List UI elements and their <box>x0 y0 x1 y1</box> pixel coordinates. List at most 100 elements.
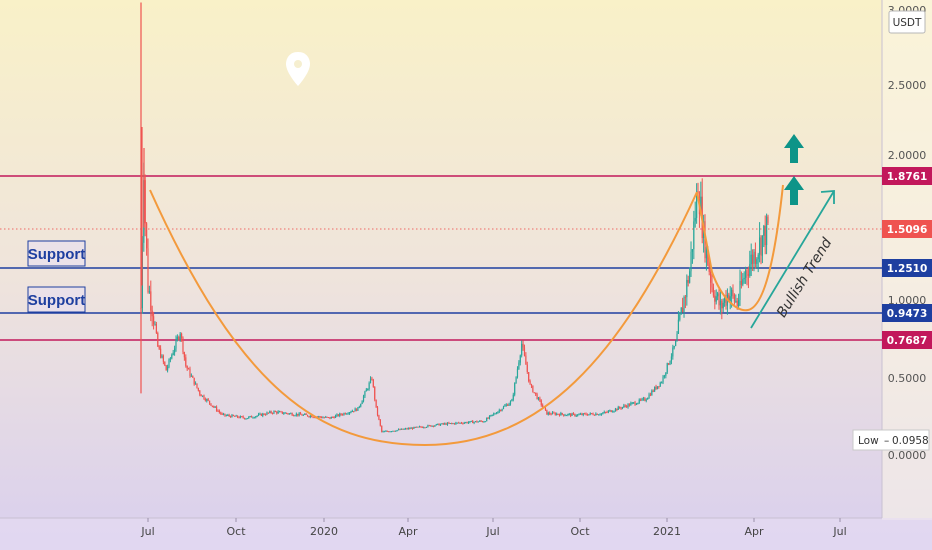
candle-body <box>176 336 178 340</box>
candle-body <box>700 196 702 215</box>
candle-body <box>500 410 502 412</box>
price-level-value: 1.5096 <box>887 224 928 236</box>
candle-body <box>480 420 482 422</box>
candle-body <box>280 411 282 413</box>
candle-body <box>242 416 244 418</box>
candle-body <box>641 398 643 401</box>
candle-body <box>564 415 566 417</box>
x-tick-label: Jul <box>485 525 499 538</box>
candle-body <box>533 392 535 394</box>
candle-body <box>732 289 734 295</box>
candle-body <box>227 414 229 416</box>
candle-body <box>234 415 236 417</box>
candle-body <box>463 422 465 424</box>
candle-body <box>556 413 558 415</box>
candle-body <box>473 421 475 424</box>
cup-curve <box>149 189 698 447</box>
candle-body <box>187 368 190 370</box>
candle-body <box>693 221 695 250</box>
candle-body <box>733 294 736 302</box>
candle-body <box>417 426 419 428</box>
candle-body <box>294 415 296 417</box>
candle-body <box>225 415 227 417</box>
candle-body <box>390 431 393 433</box>
candle-body <box>495 413 498 415</box>
candle-body <box>266 412 268 415</box>
candle-body <box>409 428 411 430</box>
candle-body <box>284 412 286 414</box>
candle-body <box>612 411 614 413</box>
candle-body <box>595 413 597 416</box>
candle-body <box>171 354 173 359</box>
candle-body <box>684 297 687 299</box>
candle-body <box>745 270 747 278</box>
candle-body <box>609 410 611 412</box>
handle-curve <box>696 184 784 312</box>
candle-body <box>606 412 608 414</box>
candle-body <box>490 414 492 416</box>
candle-body <box>172 352 174 355</box>
candle-body <box>147 248 149 292</box>
candle-body <box>161 355 163 358</box>
candle-body <box>508 403 510 406</box>
candle-body <box>432 425 435 427</box>
candle-body <box>620 407 622 409</box>
price-level-value: 0.9473 <box>887 308 928 320</box>
candle-body <box>220 412 222 414</box>
candle-body <box>162 355 164 362</box>
candle-body <box>144 180 146 224</box>
candle-body <box>547 412 549 415</box>
candle-body <box>665 372 667 376</box>
candle-body <box>336 414 338 416</box>
candle-body <box>353 410 355 412</box>
candle-body <box>449 423 451 425</box>
candle-body <box>318 416 320 418</box>
candle-body <box>458 422 460 424</box>
candle-body <box>553 412 555 414</box>
candle-body <box>406 428 408 430</box>
candle-body <box>445 423 447 425</box>
candle-body <box>575 415 577 417</box>
candle-body <box>630 403 632 406</box>
candle-body <box>658 386 660 388</box>
candle-body <box>470 420 472 422</box>
candle-body <box>354 408 356 412</box>
candle-body <box>766 216 768 246</box>
candle-body <box>364 391 366 397</box>
time-axis-panel <box>0 518 932 550</box>
candle-body <box>725 297 727 306</box>
candle-body <box>571 413 573 416</box>
candle-body <box>599 414 601 416</box>
candle-body <box>668 363 670 365</box>
candle-body <box>287 413 289 415</box>
candle-body <box>605 411 607 413</box>
candle-body <box>551 412 554 415</box>
candle-body <box>437 423 439 425</box>
support-label-1-text: Support <box>28 246 86 263</box>
candle-body <box>728 294 730 302</box>
time-axis: Jul Oct 2020 Apr Jul Oct 2021 Apr Jul <box>140 518 847 538</box>
candle-body <box>423 427 425 429</box>
candle-body <box>656 386 659 389</box>
candle-body <box>215 406 218 411</box>
candle-body <box>682 307 684 313</box>
candle-body <box>332 416 334 418</box>
candle-body <box>694 217 696 222</box>
candle-body <box>271 412 274 414</box>
candle-body <box>672 347 674 357</box>
candle-body <box>348 412 351 414</box>
candle-body <box>388 431 390 433</box>
candle-body <box>260 413 262 416</box>
candle-body <box>180 333 183 338</box>
candle-body <box>705 247 708 259</box>
candle-body <box>159 348 162 358</box>
candle-body <box>767 216 769 223</box>
candle-body <box>298 413 300 416</box>
candle-body <box>602 413 604 415</box>
candle-body <box>183 352 185 358</box>
candle-body <box>416 426 418 428</box>
candle-body <box>435 424 437 426</box>
candle-body <box>747 274 750 276</box>
candle-body <box>249 416 251 418</box>
candle-body <box>241 416 243 418</box>
